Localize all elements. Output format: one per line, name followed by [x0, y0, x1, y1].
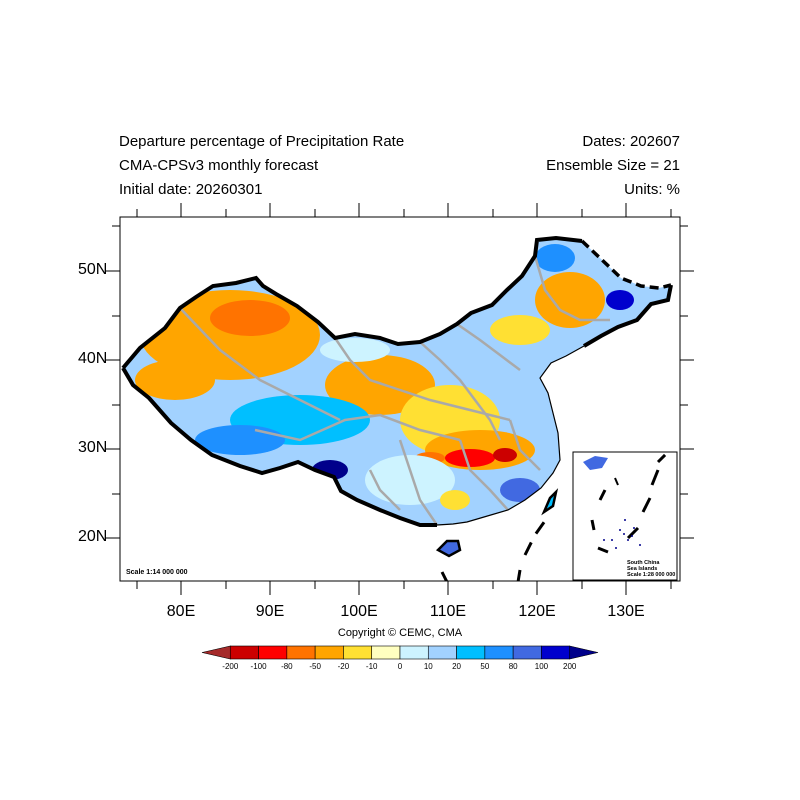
axis-ticks: [106, 203, 694, 595]
inset-scale-label: Scale 1:28 000 000: [627, 572, 676, 578]
colorbar-tick-label: 10: [423, 662, 433, 671]
lon-label-130e: 130E: [607, 603, 645, 620]
colorbar-tick-label: 0: [397, 662, 403, 671]
copyright-notice: Copyright © CEMC, CMA: [337, 627, 463, 639]
lon-label-90e: 90E: [255, 603, 285, 620]
model-subtitle: CMA-CPSv3 monthly forecast: [119, 157, 319, 174]
colorbar-tick-label: 80: [508, 662, 518, 671]
initial-date: Initial date: 20260301: [119, 181, 263, 198]
colorbar-tick-label: 50: [480, 662, 490, 671]
lon-label-80e: 80E: [166, 603, 196, 620]
nine-dash-line: [523, 517, 549, 556]
colorbar-tick-label: 200: [563, 662, 577, 671]
province-boundaries: [179, 255, 610, 525]
northeast-border: [582, 284, 673, 348]
lon-label-110e: 110E: [429, 603, 467, 620]
lat-label-50n: 50N: [78, 261, 108, 278]
lat-label-30n: 30N: [78, 439, 108, 456]
colorbar-swatch: [484, 645, 514, 660]
colorbar-tick-label: -10: [365, 662, 378, 671]
colorbar-swatch: [456, 645, 486, 660]
dashed-line-segment: [440, 571, 449, 581]
southwest-border: [121, 366, 437, 527]
colorbar-tick-label: -200: [222, 662, 239, 671]
colorbar-swatch: [286, 645, 316, 660]
colorbar-swatch: [314, 645, 344, 660]
lon-label-100e: 100E: [340, 603, 378, 620]
inset-title-line2: Sea Islands: [627, 566, 658, 572]
lat-label-20n: 20N: [78, 528, 108, 545]
taiwan-island: [541, 488, 559, 516]
colorbar-swatch: [541, 645, 571, 660]
colorbar-swatch: [427, 645, 457, 660]
south-china-sea-inset: [572, 450, 678, 581]
colorbar-swatch: [569, 645, 599, 660]
lon-label-120e: 120E: [518, 603, 556, 620]
inset-title-line1: South China: [627, 560, 660, 566]
colorbar-swatch: [399, 645, 429, 660]
colorbar-swatch: [201, 645, 231, 660]
colorbar-tick-label: 100: [534, 662, 549, 671]
colorbar-swatch: [343, 645, 373, 660]
coastline: [436, 345, 585, 526]
colorbar-tick-label: -80: [281, 662, 293, 671]
dashed-line-segment-2: [516, 569, 522, 581]
china-land-border: [121, 235, 583, 370]
lat-label-40n: 40N: [78, 350, 108, 367]
northeast-dashed-border: [580, 239, 672, 290]
colorbar-swatch: [258, 645, 288, 660]
forecast-dates: Dates: 202607: [582, 133, 680, 150]
ensemble-size: Ensemble Size = 21: [546, 157, 680, 174]
colorbar-swatch: [371, 645, 401, 660]
colorbar-tick-label: 20: [452, 662, 462, 671]
map-title: Departure percentage of Precipitation Ra…: [119, 133, 405, 150]
units-label: Units: %: [624, 181, 680, 198]
colorbar-swatch: [512, 645, 542, 660]
colorbar-swatch: [229, 645, 259, 660]
plot-frame: [119, 216, 681, 582]
colorbar-tick-label: -20: [337, 662, 350, 671]
map-scale-label: Scale 1:14 000 000: [126, 569, 188, 576]
colorbar-tick-label: -50: [309, 662, 321, 671]
hainan-island: [435, 539, 462, 558]
colorbar-tick-label: -100: [250, 662, 267, 671]
colorbar: [201, 645, 599, 660]
